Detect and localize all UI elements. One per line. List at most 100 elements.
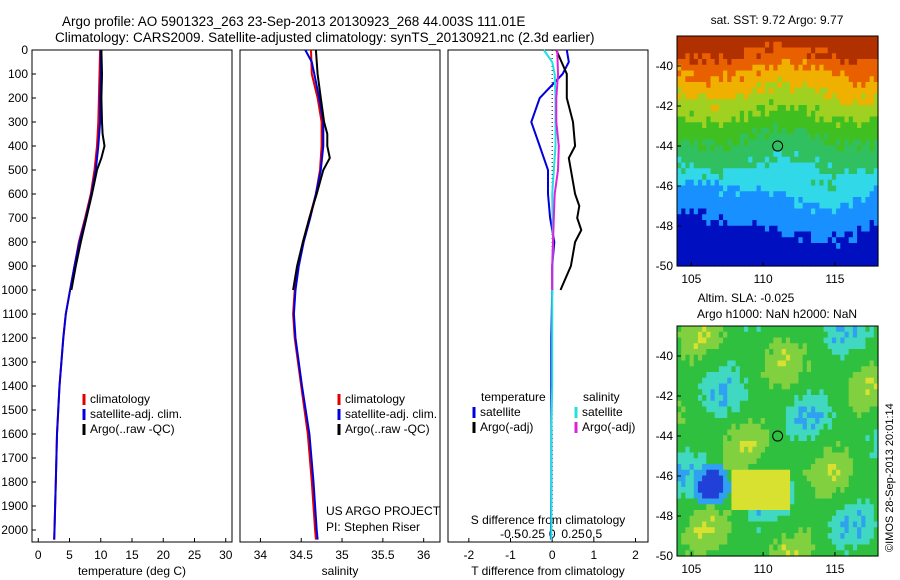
sst-map-cell bbox=[785, 179, 791, 187]
sla-map-cell bbox=[764, 326, 770, 333]
sst-map-cell bbox=[798, 168, 804, 175]
sst-map-cell bbox=[681, 99, 686, 106]
sla-map-cell bbox=[689, 418, 695, 425]
sst-map-cell bbox=[848, 145, 854, 152]
sla-map-cell bbox=[785, 400, 791, 408]
sst-map-cell bbox=[840, 220, 846, 227]
sst-map-cell bbox=[769, 82, 774, 89]
sst-map-cell bbox=[739, 41, 745, 49]
sla-map-cell bbox=[685, 377, 691, 385]
sst-map-cell bbox=[764, 41, 770, 49]
sla-map-cell bbox=[735, 383, 741, 390]
sla-map-cell bbox=[848, 412, 854, 419]
sst-map-cell bbox=[714, 145, 720, 152]
sst-map-cell bbox=[836, 168, 841, 175]
sla-map-cell bbox=[802, 515, 808, 523]
sst-map-cell bbox=[731, 208, 737, 215]
sla-map-cell bbox=[731, 418, 737, 425]
sla-map-cell bbox=[790, 337, 795, 344]
sst-map-cell bbox=[744, 168, 749, 175]
sla-map-cell bbox=[836, 389, 841, 396]
sla-map-cell bbox=[836, 475, 841, 482]
sla-map-cell bbox=[827, 498, 833, 505]
sla-map-cell bbox=[802, 360, 808, 367]
sst-map-cell bbox=[848, 260, 854, 267]
sla-map-cell bbox=[806, 527, 812, 534]
sla-map-cell bbox=[685, 360, 691, 367]
sst-map-cell bbox=[790, 64, 795, 72]
sla-map-cell bbox=[819, 492, 825, 500]
sst-map-cell bbox=[794, 139, 800, 146]
sst-map-cell bbox=[781, 260, 787, 267]
sst-map-cell bbox=[844, 162, 850, 169]
sst-map-cell bbox=[706, 93, 712, 100]
sla-map-cell bbox=[840, 481, 846, 488]
sla-map-cell bbox=[752, 481, 758, 488]
sla-map-cell bbox=[693, 510, 699, 517]
sla-map-cell bbox=[718, 510, 724, 517]
sla-map-cell bbox=[857, 406, 862, 413]
x-tick-label-sal-34.5: 34.5 bbox=[290, 548, 314, 562]
sla-map-cell bbox=[710, 469, 716, 477]
sst-map-cell bbox=[873, 36, 879, 43]
sst-map-cell bbox=[857, 214, 862, 221]
sst-map-cell bbox=[873, 105, 879, 112]
sst-map-cell bbox=[798, 220, 804, 227]
sla-map-cell bbox=[723, 527, 728, 534]
sla-map-cell bbox=[857, 510, 862, 517]
sst-map-cell bbox=[869, 116, 875, 123]
sla-map-cell bbox=[760, 515, 766, 523]
sst-map-cell bbox=[794, 174, 800, 181]
sla-map-cell bbox=[781, 515, 787, 523]
sla-map-cell bbox=[723, 343, 728, 350]
sst-map-cell bbox=[752, 122, 758, 129]
sst-map-cell bbox=[727, 260, 733, 267]
sla-map-cell bbox=[769, 400, 774, 408]
sst-map-cell bbox=[756, 133, 762, 141]
sla-map-cell bbox=[815, 452, 820, 459]
sla-map-cell bbox=[861, 343, 867, 350]
sst-map-cell bbox=[811, 225, 816, 233]
sst-map-cell bbox=[869, 237, 875, 244]
sla-map-cell bbox=[744, 504, 749, 511]
sla-map-cell bbox=[773, 354, 779, 362]
sst-map-cell bbox=[827, 64, 833, 72]
sst-map-cell bbox=[756, 191, 762, 198]
sla-map-cell bbox=[689, 521, 695, 528]
sst-map-cell bbox=[689, 82, 695, 89]
sst-map-cell bbox=[727, 248, 733, 256]
sla-map-cell bbox=[781, 360, 787, 367]
sla-map-cell bbox=[815, 475, 820, 482]
sst-map-cells bbox=[677, 36, 879, 267]
sla-map-cell bbox=[706, 395, 712, 402]
sst-map-cell bbox=[785, 36, 791, 43]
sla-map-cell bbox=[693, 435, 699, 442]
sst-map-cell bbox=[697, 185, 703, 192]
sla-map-cell bbox=[869, 383, 875, 390]
sst-map-cell bbox=[777, 93, 783, 100]
sst-map-cell bbox=[806, 202, 812, 210]
sla-map-cell bbox=[706, 521, 712, 528]
sst-map-cell bbox=[844, 179, 850, 187]
sst-map-cell bbox=[739, 162, 745, 169]
sst-map-cell bbox=[760, 231, 766, 238]
sst-map-cell bbox=[819, 128, 825, 135]
sla-map-cell bbox=[677, 435, 682, 442]
sla-map-cell bbox=[697, 400, 703, 408]
sla-map-cell bbox=[840, 337, 846, 344]
sla-map-cell bbox=[689, 538, 695, 546]
sla-map-cell bbox=[873, 377, 879, 385]
sst-map-cell bbox=[744, 87, 749, 95]
sla-map-cell bbox=[806, 331, 812, 339]
y-tick-label-1500: 1500 bbox=[1, 403, 28, 417]
sst-map-cell bbox=[873, 260, 879, 267]
sst-map-cell bbox=[798, 110, 804, 118]
sla-map-cell bbox=[731, 544, 737, 551]
sla-map-cell bbox=[781, 527, 787, 534]
sst-map-cell bbox=[744, 162, 749, 169]
sla-map-cell bbox=[831, 372, 837, 379]
sla-map-cell bbox=[865, 337, 871, 344]
sla-map-cell bbox=[773, 337, 779, 344]
sla-map-cell bbox=[718, 406, 724, 413]
sla-map-cell bbox=[764, 475, 770, 482]
